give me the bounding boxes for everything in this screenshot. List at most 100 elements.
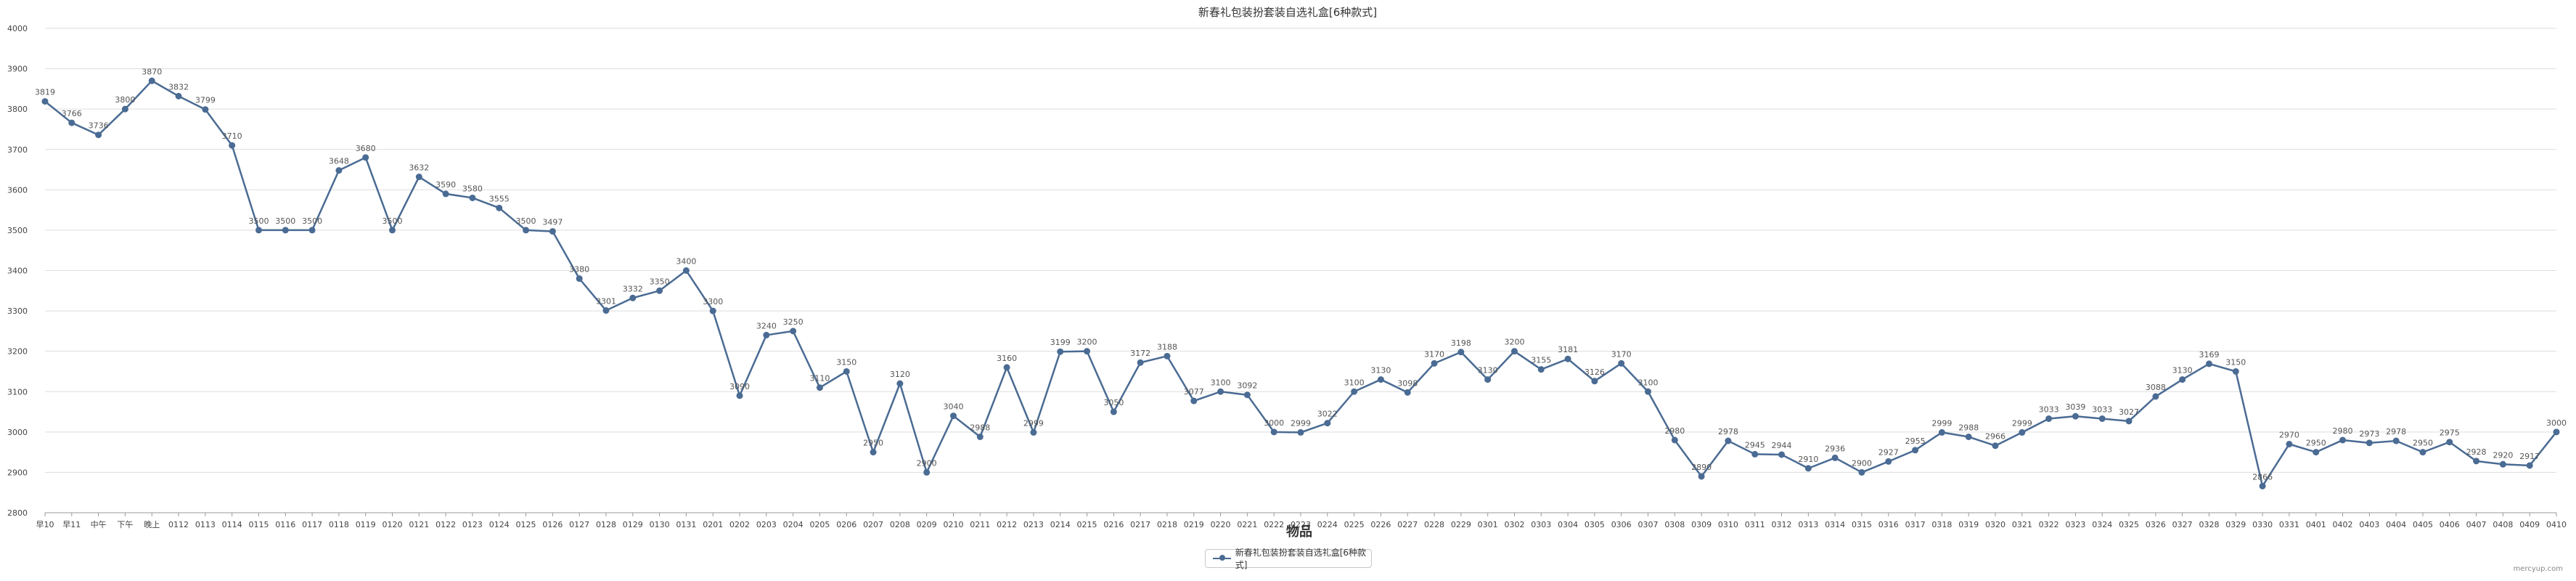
data-point[interactable]: [415, 174, 422, 181]
data-point[interactable]: [1965, 434, 1972, 441]
data-point[interactable]: [2286, 441, 2293, 448]
data-point[interactable]: [2473, 458, 2480, 465]
data-point[interactable]: [896, 380, 904, 387]
data-point[interactable]: [1618, 359, 1625, 367]
data-point[interactable]: [2179, 376, 2186, 383]
data-point[interactable]: [1084, 348, 1091, 355]
data-point[interactable]: [2232, 367, 2239, 375]
data-point[interactable]: [1270, 428, 1277, 436]
data-point[interactable]: [2419, 449, 2426, 456]
data-point[interactable]: [148, 77, 155, 84]
data-point[interactable]: [1671, 436, 1678, 444]
data-point[interactable]: [335, 167, 343, 174]
data-point[interactable]: [95, 131, 102, 139]
data-point[interactable]: [549, 228, 556, 235]
data-point[interactable]: [1804, 465, 1812, 472]
data-point[interactable]: [496, 204, 503, 211]
data-point[interactable]: [2446, 439, 2453, 446]
data-point[interactable]: [1377, 376, 1384, 383]
data-point[interactable]: [923, 468, 931, 476]
data-point[interactable]: [2072, 413, 2079, 420]
data-point[interactable]: [1912, 447, 1919, 454]
data-point[interactable]: [1003, 364, 1010, 371]
data-point[interactable]: [121, 105, 128, 113]
data-point[interactable]: [682, 267, 690, 274]
data-point[interactable]: [843, 367, 850, 375]
data-point[interactable]: [1457, 349, 1465, 356]
data-point[interactable]: [709, 307, 716, 314]
data-point[interactable]: [282, 227, 289, 234]
data-point[interactable]: [2259, 482, 2266, 489]
data-point[interactable]: [1243, 391, 1251, 399]
data-point[interactable]: [1057, 348, 1064, 355]
data-point[interactable]: [949, 413, 957, 420]
data-point[interactable]: [2045, 415, 2053, 422]
data-point[interactable]: [255, 227, 262, 234]
data-point[interactable]: [175, 92, 182, 99]
data-point[interactable]: [1537, 366, 1545, 373]
data-point[interactable]: [1431, 359, 1438, 367]
data-point[interactable]: [2098, 415, 2106, 422]
data-point[interactable]: [1698, 473, 1705, 480]
data-point[interactable]: [1938, 428, 1945, 436]
data-point[interactable]: [389, 227, 396, 234]
data-point[interactable]: [308, 227, 316, 234]
data-point[interactable]: [68, 119, 75, 126]
data-point[interactable]: [2205, 360, 2212, 367]
data-point[interactable]: [976, 434, 984, 441]
data-point[interactable]: [469, 194, 476, 201]
data-point[interactable]: [2019, 428, 2026, 436]
x-tick-label: 0201: [703, 520, 723, 529]
data-point[interactable]: [1164, 352, 1171, 359]
data-point[interactable]: [656, 287, 663, 294]
data-point[interactable]: [1858, 468, 1865, 476]
data-point[interactable]: [442, 190, 449, 198]
data-label: 3150: [2225, 357, 2246, 367]
data-point[interactable]: [763, 331, 770, 338]
data-point[interactable]: [41, 98, 49, 105]
data-point[interactable]: [362, 154, 369, 161]
data-point[interactable]: [1351, 388, 1358, 395]
data-point[interactable]: [523, 227, 530, 234]
data-point[interactable]: [576, 275, 583, 283]
data-point[interactable]: [2339, 436, 2347, 444]
data-point[interactable]: [1778, 451, 1786, 458]
data-point[interactable]: [2366, 439, 2373, 447]
data-point[interactable]: [790, 328, 797, 335]
data-point[interactable]: [1217, 388, 1224, 395]
data-point[interactable]: [1831, 454, 1839, 461]
data-point[interactable]: [2553, 428, 2560, 436]
data-point[interactable]: [870, 449, 877, 456]
data-point[interactable]: [202, 106, 209, 113]
data-point[interactable]: [1591, 378, 1598, 385]
data-point[interactable]: [2392, 437, 2400, 444]
data-point[interactable]: [736, 392, 743, 399]
data-point[interactable]: [2526, 462, 2533, 469]
legend[interactable]: 新春礼包装扮套装自选礼盒[6种款式]: [1205, 548, 1372, 570]
data-point[interactable]: [1725, 437, 1732, 444]
data-point[interactable]: [1190, 397, 1198, 405]
x-tick-label: 0311: [1745, 520, 1765, 529]
data-point[interactable]: [1030, 428, 1037, 436]
data-label: 3198: [1451, 338, 1471, 348]
data-point[interactable]: [2313, 449, 2320, 456]
data-point[interactable]: [1137, 359, 1144, 366]
data-point[interactable]: [1992, 442, 1999, 450]
data-point[interactable]: [1885, 458, 1892, 465]
data-point[interactable]: [816, 384, 823, 391]
data-point[interactable]: [229, 142, 236, 149]
data-point[interactable]: [1645, 388, 1652, 395]
data-point[interactable]: [1510, 348, 1518, 355]
data-point[interactable]: [629, 294, 637, 301]
data-point[interactable]: [602, 307, 610, 314]
data-point[interactable]: [1751, 450, 1759, 458]
data-point[interactable]: [1404, 389, 1411, 396]
data-point[interactable]: [2125, 418, 2133, 425]
data-point[interactable]: [1324, 420, 1331, 427]
data-point[interactable]: [1564, 355, 1571, 362]
data-point[interactable]: [1110, 408, 1117, 415]
data-point[interactable]: [1484, 376, 1492, 383]
data-point[interactable]: [1297, 428, 1304, 436]
data-point[interactable]: [2152, 393, 2159, 400]
data-point[interactable]: [2499, 460, 2506, 468]
